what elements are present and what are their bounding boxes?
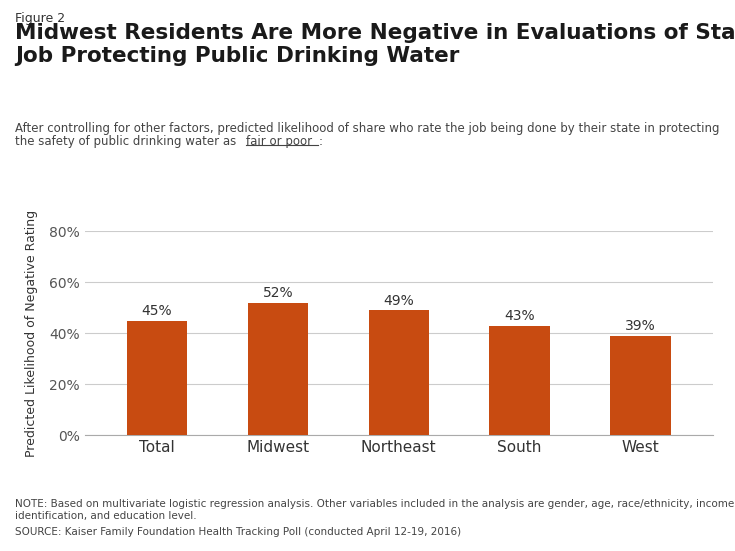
Text: fair or poor: fair or poor (246, 135, 312, 148)
Text: 45%: 45% (142, 304, 172, 318)
Bar (248, 303, 308, 435)
Text: FAMILY: FAMILY (650, 518, 702, 531)
Text: the safety of public drinking water as: the safety of public drinking water as (15, 135, 240, 148)
Text: Figure 2: Figure 2 (15, 12, 65, 25)
Text: NOTE: Based on multivariate logistic regression analysis. Other variables includ: NOTE: Based on multivariate logistic reg… (15, 499, 735, 521)
Text: KAISER: KAISER (649, 503, 703, 516)
Text: After controlling for other factors, predicted likelihood of share who rate the : After controlling for other factors, pre… (15, 122, 720, 136)
Bar (490, 326, 550, 435)
Text: Midwest Residents Are More Negative in Evaluations of State’s
Job Protecting Pub: Midwest Residents Are More Negative in E… (15, 23, 735, 66)
Text: 39%: 39% (625, 320, 656, 333)
Bar (127, 321, 187, 435)
Text: :: : (318, 135, 322, 148)
Y-axis label: Predicted Likelihood of Negative Rating: Predicted Likelihood of Negative Rating (25, 210, 37, 457)
Text: SOURCE: Kaiser Family Foundation Health Tracking Poll (conducted April 12-19, 20: SOURCE: Kaiser Family Foundation Health … (15, 527, 461, 537)
Text: 43%: 43% (504, 309, 535, 323)
Bar (368, 310, 429, 435)
Bar (610, 336, 670, 435)
Text: FOUNDATION: FOUNDATION (626, 534, 725, 547)
Text: 52%: 52% (262, 286, 293, 300)
Text: 49%: 49% (384, 294, 414, 308)
Text: THE HENRY J.: THE HENRY J. (655, 491, 697, 496)
